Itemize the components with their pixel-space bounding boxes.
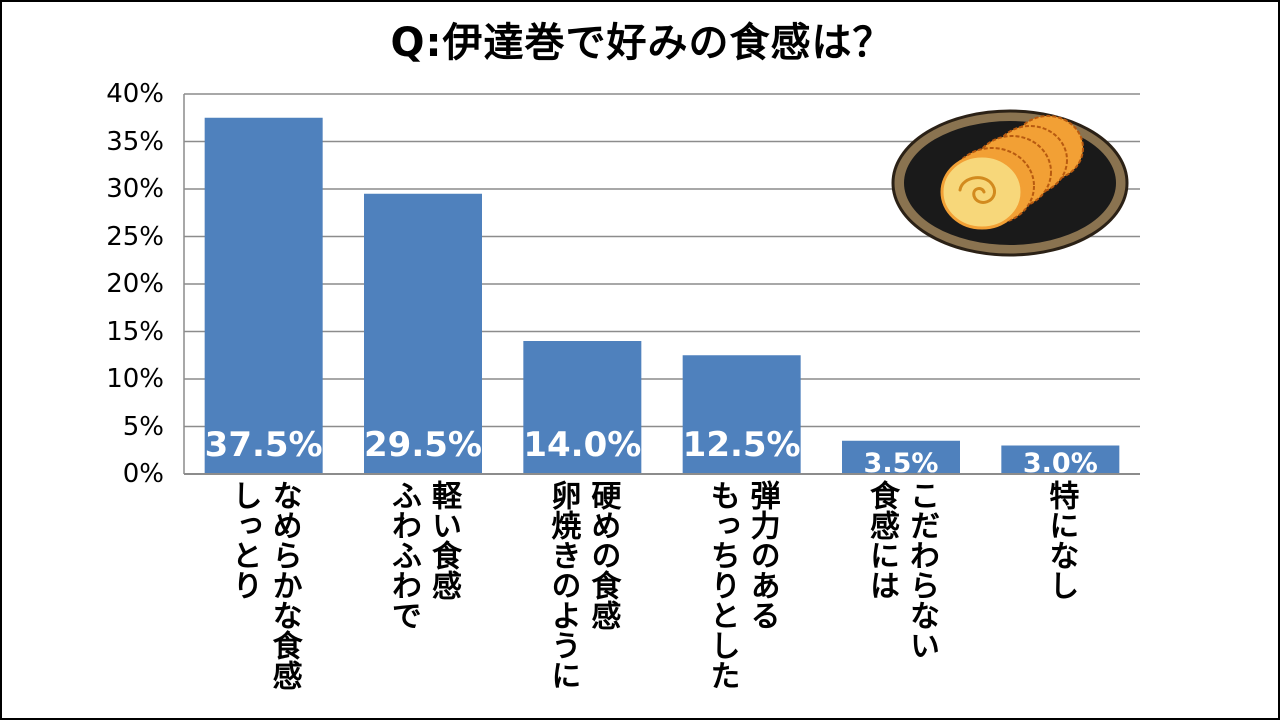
bar (1001, 445, 1120, 474)
x-category-label: しっとり (226, 480, 262, 600)
y-tick-label: 15% (106, 316, 164, 347)
y-tick-label: 25% (106, 221, 164, 252)
bar-value-label: 29.5% (364, 425, 482, 465)
bar (523, 341, 642, 474)
bar-value-label: 37.5% (205, 425, 323, 465)
y-tick-label: 5% (122, 411, 164, 442)
bar-value-label: 12.5% (683, 425, 801, 465)
y-tick-label: 40% (106, 79, 164, 109)
x-category-label: 軽い食感 (426, 480, 461, 600)
x-category-label: 食感には (864, 480, 899, 600)
x-category-label: ふわふわで (386, 480, 421, 630)
x-category-label: 硬めの食感 (585, 480, 621, 630)
y-tick-label: 20% (106, 269, 164, 299)
x-category-label: 弾力のある (744, 480, 780, 630)
y-tick-label: 30% (106, 174, 164, 204)
chart-title: Q:伊達巻で好みの食感は？ (390, 20, 894, 66)
bar (682, 355, 801, 474)
bar (842, 440, 960, 474)
bar (364, 193, 482, 474)
y-tick-label: 10% (106, 364, 164, 394)
y-tick-label: 0% (122, 459, 164, 489)
y-tick-label: 35% (106, 126, 164, 157)
x-category-label: 卵焼きのように (545, 480, 581, 690)
x-category-label: こだわらない (904, 480, 939, 660)
bar-value-label: 14.0% (523, 425, 641, 465)
x-category-label: もっちりとした (704, 480, 740, 690)
x-category-label: なめらかな食感 (266, 480, 302, 690)
bar (204, 117, 323, 474)
datemaki-plate-icon (891, 109, 1129, 257)
x-category-label: 特になし (1043, 480, 1079, 600)
